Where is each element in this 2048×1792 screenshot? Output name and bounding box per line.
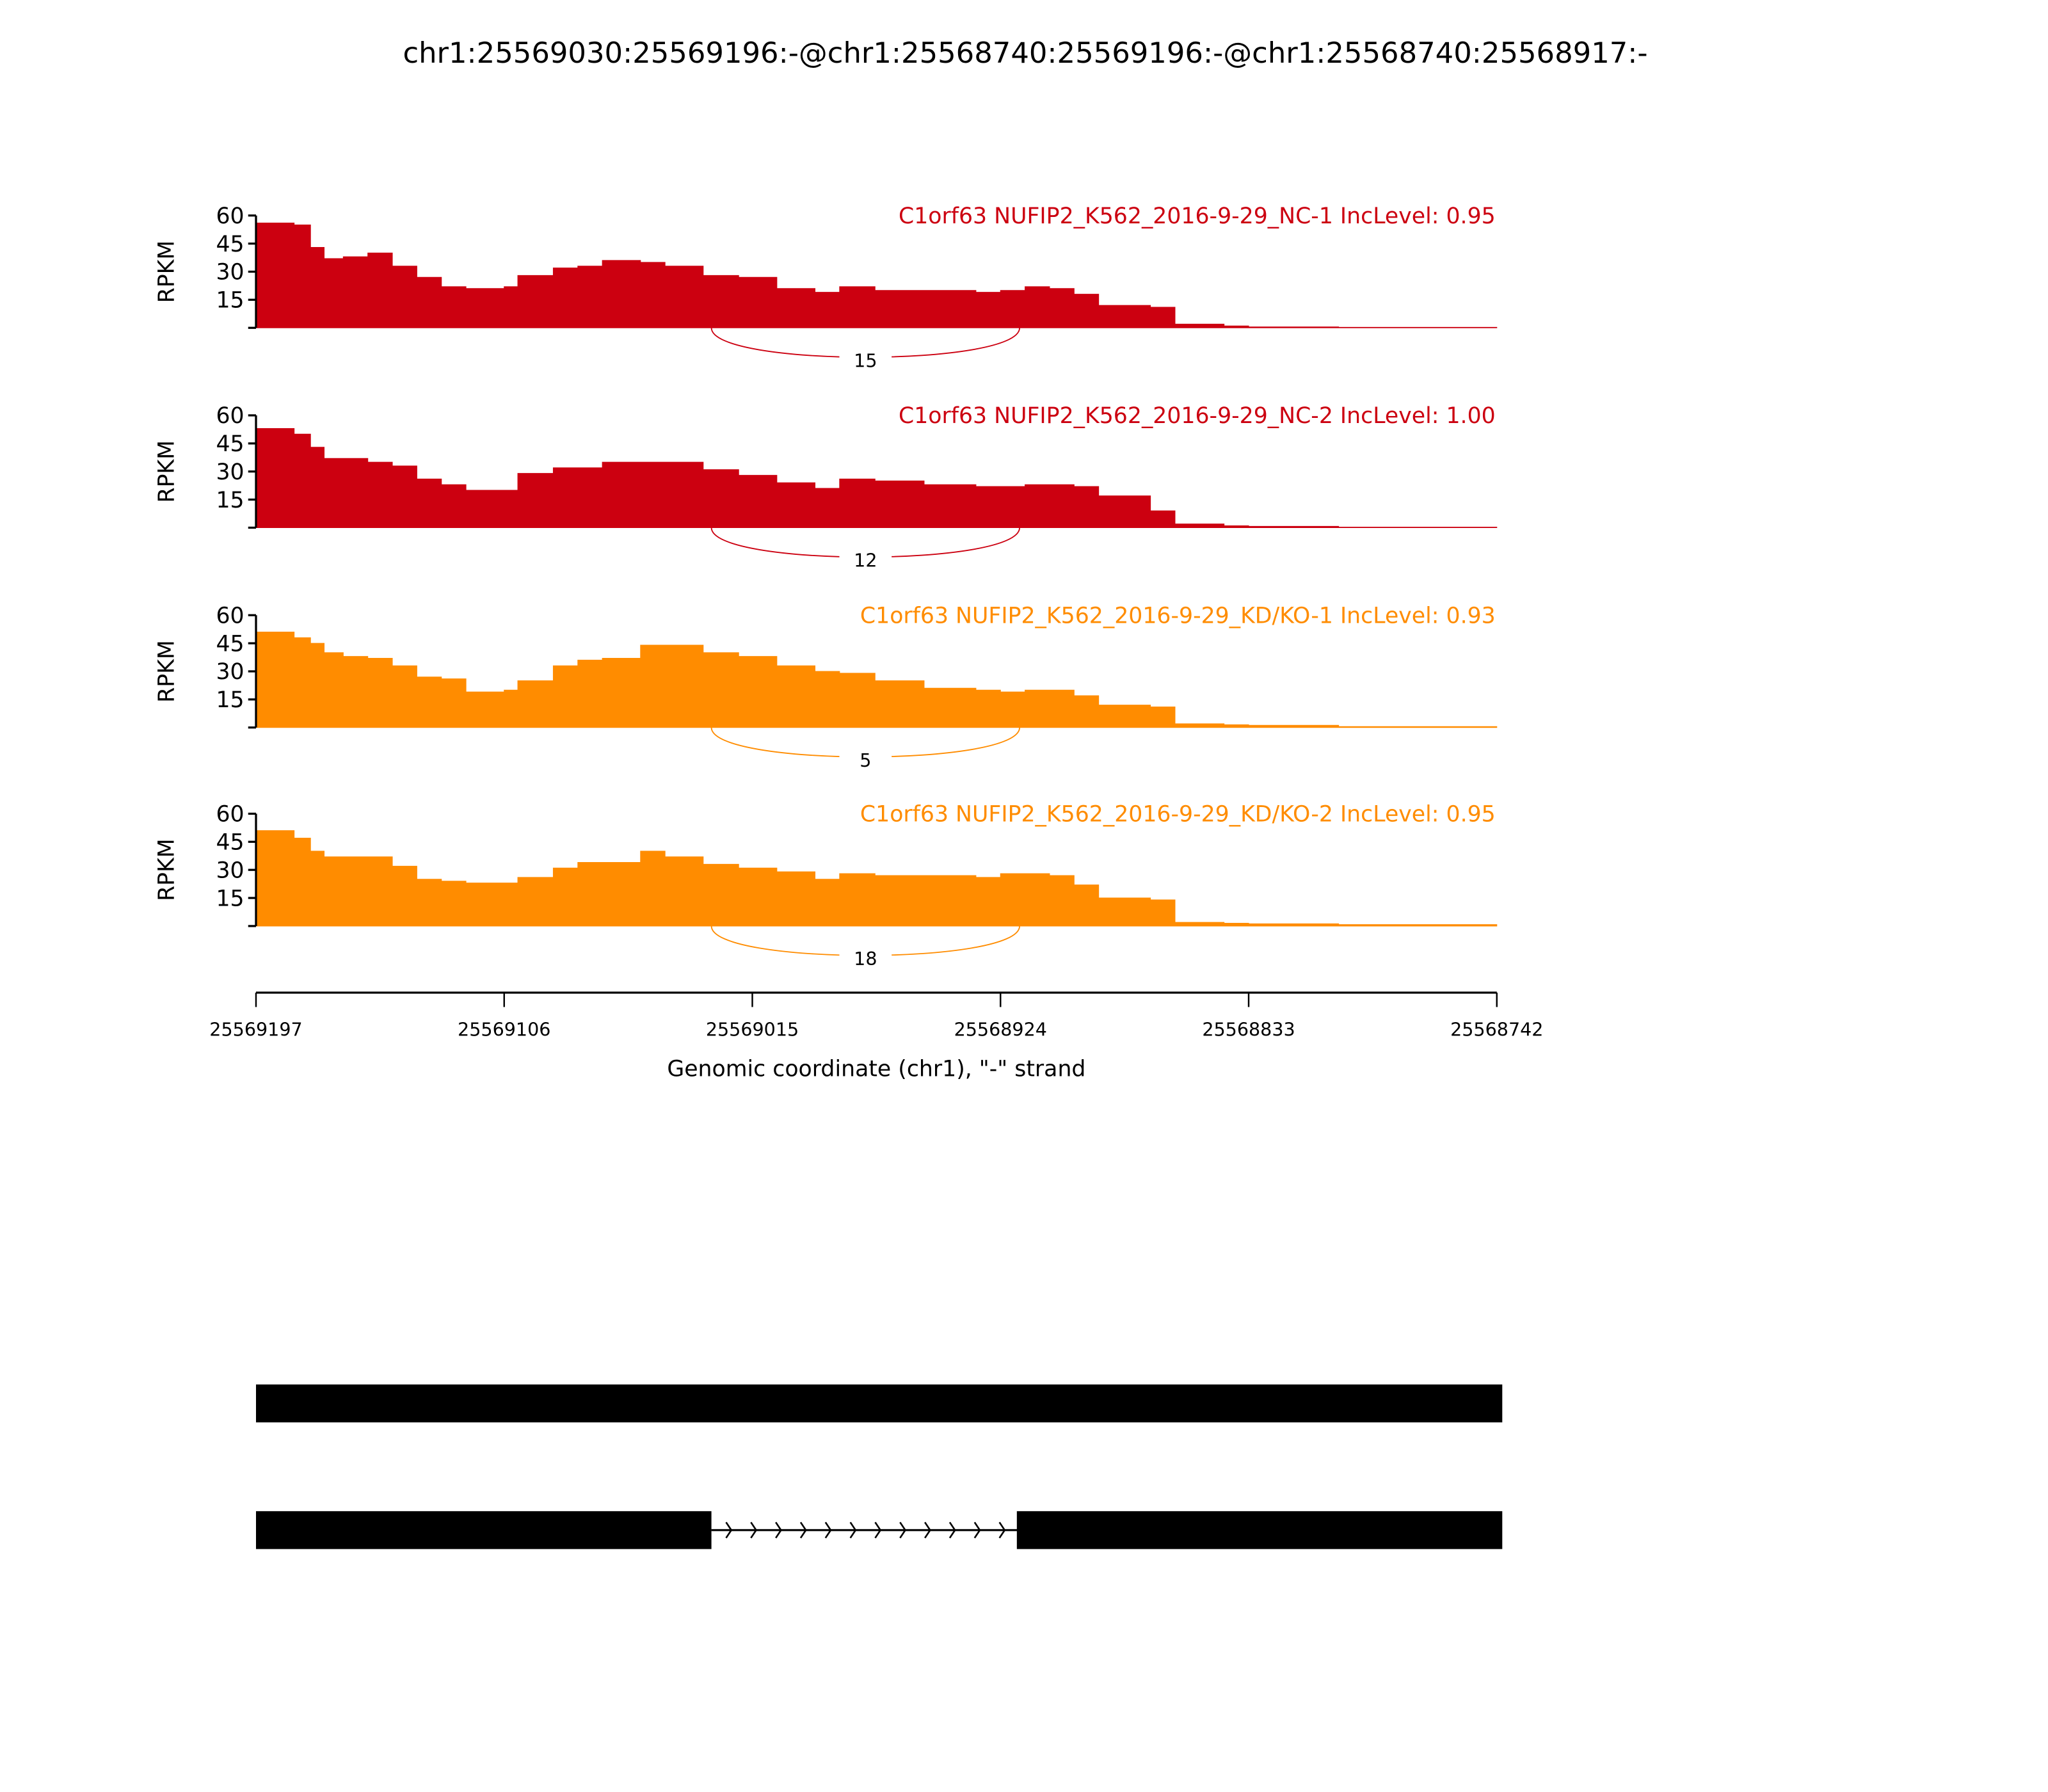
exon	[256, 1384, 1503, 1423]
y-tick-label: 45	[216, 830, 244, 856]
y-axis-label: RPKM	[154, 640, 179, 703]
track-label: C1orf63 NUFIP2_K562_2016-9-29_NC-1 IncLe…	[899, 204, 1496, 229]
y-tick-label: 30	[216, 858, 244, 883]
y-axis-label: RPKM	[154, 241, 179, 303]
strand-arrow-icon	[775, 1521, 782, 1539]
strand-arrow-icon	[874, 1521, 882, 1539]
transcript-1	[256, 1384, 1503, 1423]
strand-arrow-icon	[998, 1521, 1006, 1539]
y-tick-label: 30	[216, 460, 244, 485]
x-tick-label: 25569015	[706, 1018, 799, 1040]
track-label: C1orf63 NUFIP2_K562_2016-9-29_KD/KO-2 In…	[860, 802, 1496, 828]
y-tick-label: 60	[216, 403, 244, 429]
transcript-2	[256, 1511, 1503, 1549]
track-label: C1orf63 NUFIP2_K562_2016-9-29_NC-2 IncLe…	[899, 403, 1496, 429]
y-tick-label: 15	[216, 288, 244, 314]
gene-model	[256, 1384, 1503, 1549]
junction-label-bg	[839, 944, 892, 968]
strand-arrow-icon	[799, 1521, 807, 1539]
strand-arrow-icon	[824, 1521, 832, 1539]
coverage-area	[255, 428, 1498, 528]
exon	[1016, 1511, 1503, 1549]
x-axis: 25569197 25569106 25569015 25568924 25568833…	[209, 991, 1543, 1040]
junction-count-label: 15	[854, 349, 877, 371]
chart-title: chr1:25569030:25569196:-@chr1:25568740:2…	[403, 36, 1647, 70]
y-tick-label: 30	[216, 659, 244, 685]
junction-label-bg	[839, 346, 892, 370]
track-label: C1orf63 NUFIP2_K562_2016-9-29_KD/KO-1 In…	[860, 603, 1496, 628]
x-tick-label: 25568833	[1202, 1018, 1295, 1040]
y-tick-label: 60	[216, 603, 244, 628]
x-tick-label: 25569197	[209, 1018, 302, 1040]
y-tick-label: 45	[216, 232, 244, 257]
strand-arrow-icon	[948, 1521, 956, 1539]
coverage-area	[255, 632, 1498, 728]
y-tick-label: 15	[216, 687, 244, 713]
x-tick-label: 25568742	[1450, 1018, 1543, 1040]
strand-arrow-icon	[849, 1521, 857, 1539]
y-tick-label: 60	[216, 204, 244, 229]
y-axis-label: RPKM	[154, 440, 179, 503]
x-axis-label: Genomic coordinate (chr1), "-" strand	[667, 1057, 1085, 1082]
x-tick-label: 25568924	[954, 1018, 1047, 1040]
junction-count-label: 18	[854, 948, 877, 970]
coverage-track-1: 15 30 45 60 RPKM C1orf63 NUFIP2_K562_2016-9-2…	[154, 204, 1498, 371]
strand-arrow-icon	[899, 1521, 907, 1539]
strand-arrow-icon	[750, 1521, 758, 1539]
y-tick-label: 15	[216, 488, 244, 513]
junction-count-label: 5	[860, 749, 871, 771]
y-tick-label: 45	[216, 631, 244, 657]
junction-label-bg	[839, 546, 892, 570]
junction-count-label: 12	[854, 550, 877, 572]
strand-arrow-icon	[725, 1521, 733, 1539]
exon	[256, 1511, 712, 1549]
y-tick-label: 60	[216, 802, 244, 828]
strand-arrow-icon	[973, 1521, 981, 1539]
strand-arrow-icon	[924, 1521, 931, 1539]
junction-label-bg	[839, 746, 892, 770]
coverage-area	[255, 222, 1498, 328]
y-tick-label: 30	[216, 260, 244, 285]
y-tick-label: 15	[216, 886, 244, 911]
coverage-area	[255, 830, 1498, 927]
y-tick-label: 45	[216, 431, 244, 457]
x-tick-label: 25569106	[458, 1018, 550, 1040]
y-axis-label: RPKM	[154, 838, 179, 901]
